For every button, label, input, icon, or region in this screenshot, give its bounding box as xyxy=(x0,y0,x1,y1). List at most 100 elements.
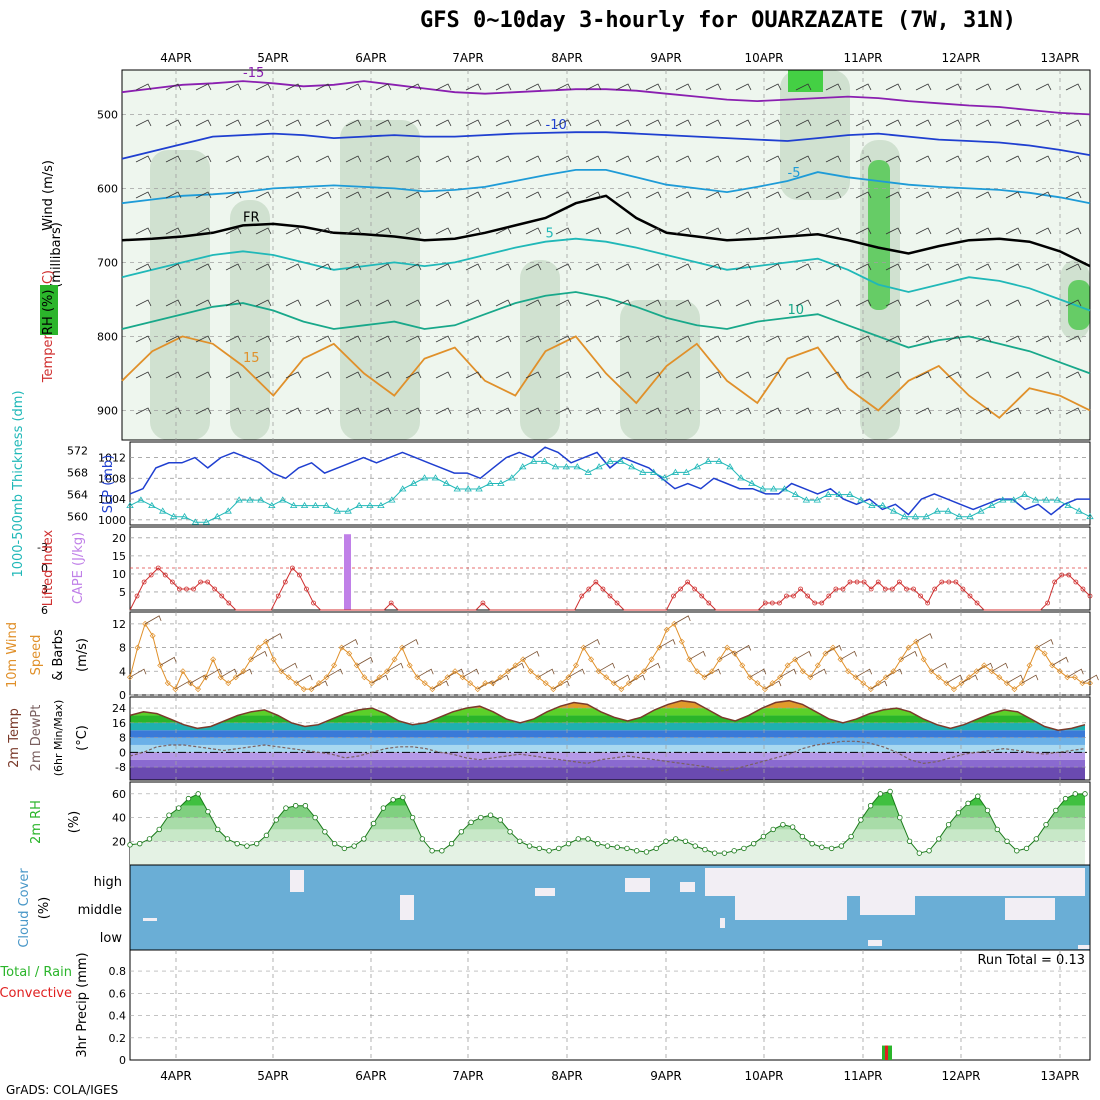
top-day-label: 7APR xyxy=(452,51,483,65)
thickness-marker xyxy=(300,501,309,509)
lifted-index-marker xyxy=(191,586,196,592)
wind-barb-10m xyxy=(764,680,782,690)
wind-barb xyxy=(825,371,842,379)
wind-barb-10m xyxy=(1021,674,1039,684)
wind-barb xyxy=(405,83,422,91)
lifted-index-marker xyxy=(897,579,902,585)
wind-barb-10m xyxy=(265,633,283,642)
wind-speed-marker xyxy=(829,644,836,651)
bottom-day-label: 4APR xyxy=(160,1069,191,1083)
wind-barb xyxy=(1065,335,1082,343)
wind-speed-marker xyxy=(436,680,443,687)
temp2m-panel xyxy=(129,696,1091,781)
wind-barb xyxy=(195,263,212,271)
rh-marker xyxy=(526,843,533,849)
wind-barb xyxy=(705,227,722,235)
wind-speed-marker xyxy=(210,656,217,663)
wind-barb-10m xyxy=(583,638,600,648)
thickness-marker xyxy=(180,512,189,520)
rh-marker xyxy=(760,833,767,840)
wind-barb xyxy=(945,155,962,163)
lifted-index-marker xyxy=(840,586,846,592)
wind-barb xyxy=(1035,155,1052,163)
wind-barb xyxy=(855,83,872,91)
thickness-marker xyxy=(409,479,418,486)
wind-barb xyxy=(675,83,692,91)
thickness-marker xyxy=(202,518,211,525)
wind-barb xyxy=(645,83,662,91)
wind-barb xyxy=(615,227,632,235)
thickness-marker xyxy=(802,496,811,503)
dewpt-label: 2m DewPt xyxy=(29,705,44,772)
wind-barb xyxy=(1065,119,1082,127)
thickness-marker xyxy=(529,457,538,464)
wind-barb xyxy=(945,227,962,235)
thickness-marker xyxy=(279,496,287,503)
lifted-index-marker xyxy=(692,586,698,592)
cloud-gap xyxy=(680,882,695,892)
rh-marker xyxy=(614,844,620,850)
wind-barb xyxy=(585,155,602,163)
cloud-gap xyxy=(720,918,725,928)
wind-barb xyxy=(315,263,332,271)
cape-axis-title: CAPE (J/kg) xyxy=(71,532,86,604)
wind-barb xyxy=(975,155,992,163)
lifted-index-marker xyxy=(289,565,295,571)
lifted-index-marker xyxy=(275,593,281,599)
thickness-marker xyxy=(388,496,396,503)
wind-barb xyxy=(765,335,782,343)
wind-barb xyxy=(465,155,482,163)
wind-barb xyxy=(165,263,182,271)
cloud-gap xyxy=(735,895,847,920)
wind-barb-10m xyxy=(235,668,253,678)
wind-barb-10m xyxy=(280,662,298,672)
run-total: Run Total = 0.13 xyxy=(977,953,1085,968)
wind-barb xyxy=(435,335,452,343)
wind-barb-10m xyxy=(900,650,918,660)
bottom-day-label: 11APR xyxy=(843,1069,882,1083)
wind-barb-10m xyxy=(522,650,540,660)
wind-barb xyxy=(315,299,332,307)
wind10m-axis-title-3: & Barbs xyxy=(51,629,66,681)
pressure-tick-label: 600 xyxy=(97,182,118,195)
wind-barb xyxy=(1005,191,1022,199)
wind-barb xyxy=(495,299,512,307)
thickness-marker xyxy=(224,507,232,514)
bottom-day-label: 8APR xyxy=(551,1069,582,1083)
wind-barb-10m xyxy=(613,674,631,684)
thickness-marker xyxy=(791,490,800,497)
wind-barb-10m xyxy=(144,615,162,625)
wind-barb xyxy=(375,371,392,379)
cape-tick-label: 20 xyxy=(112,532,126,545)
wind-barb xyxy=(975,371,992,379)
wind-barb xyxy=(135,119,152,127)
wind-barb xyxy=(615,263,632,271)
wind-barb xyxy=(495,155,512,163)
wind-barb xyxy=(675,371,692,379)
lifted-index-marker xyxy=(762,600,768,606)
cloud-gap xyxy=(535,888,555,896)
wind-barb xyxy=(405,227,422,235)
wind-barb xyxy=(705,335,722,343)
thickness-marker xyxy=(595,463,603,470)
wind-barb xyxy=(435,263,452,271)
wind-barb-10m xyxy=(492,674,510,684)
rh-marker xyxy=(1062,795,1069,802)
wind-barb xyxy=(915,335,932,343)
wind-speed-marker xyxy=(391,656,398,663)
wind-barb xyxy=(675,299,692,307)
temp-band xyxy=(130,700,1085,709)
thickness-marker xyxy=(966,512,974,520)
wind-speed-marker xyxy=(845,668,852,675)
wind-speed-marker xyxy=(572,662,579,669)
legend-rh-label: RH (%) xyxy=(41,290,56,335)
thickness-marker xyxy=(497,479,505,486)
wind-barb xyxy=(915,119,932,127)
precip-axis-title: 3hr Precip (mm) xyxy=(75,952,90,1057)
rh-marker xyxy=(692,843,698,849)
cloud-row-label: high xyxy=(94,875,122,890)
cloud-gap xyxy=(1078,945,1090,949)
upper-air-panel xyxy=(121,69,1091,441)
wind-barb xyxy=(375,227,392,235)
thickness-marker xyxy=(137,496,145,503)
